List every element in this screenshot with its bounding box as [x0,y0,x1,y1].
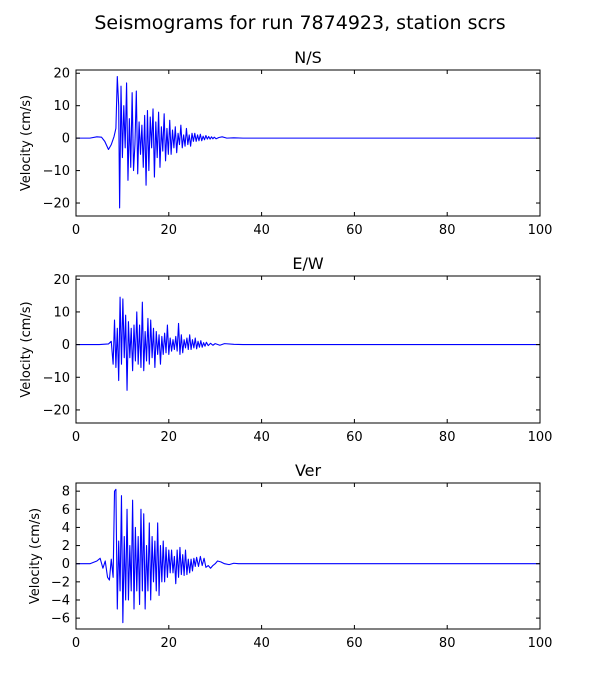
panel-0-ylabel: Velocity (cm/s) [19,95,34,191]
panel-2-ytick-label-4: 2 [62,539,70,554]
panel-1-title: E/W [292,254,324,273]
panel-0-ytick-label-2: 0 [62,132,70,147]
panel-2-frame [75,482,541,630]
panel-1-xtick-label-5: 100 [528,430,553,445]
panel-2: Ver Velocity (cm/s) 0 20 40 60 80 100 −6 −4 −2 0 2 4 6… [28,461,552,651]
panel-0-xtick-label-5: 100 [528,223,553,238]
panel-0-xtick-label-3: 60 [346,223,363,238]
panel-2-xtick-label-4: 80 [439,636,456,651]
panel-2-ylabel: Velocity (cm/s) [28,508,43,604]
panel-2-ytick-label-7: 8 [62,485,70,500]
panel-0-xtick-label-1: 20 [161,223,178,238]
panel-1-xtick-label-2: 40 [253,430,270,445]
panel-1: E/W Velocity (cm/s) 0 20 40 60 80 100 −20 −10 0 10 2… [19,254,552,445]
panel-2-title: Ver [295,461,322,480]
panel-0-xtick-label-2: 40 [253,223,270,238]
panel-0-ytick-label-4: 20 [53,67,70,82]
panel-0-title: N/S [294,48,322,67]
panel-1-xtick-label-4: 80 [439,430,456,445]
panel-0-ytick-label-3: 10 [53,99,70,114]
panel-2-xtick-label-0: 0 [72,636,80,651]
panel-0-frame [75,69,541,217]
panel-1-ytick-label-2: 0 [62,338,70,353]
panel-2-ytick-label-6: 6 [62,503,70,518]
panel-2-xtick-label-3: 60 [346,636,363,651]
panel-0: N/S Velocity (cm/s) 0 20 40 60 80 100 −20 −10 0 10 2… [19,48,552,238]
panel-1-trace [76,296,540,391]
panel-1-ytick-label-4: 20 [53,273,70,288]
panel-2-xtick-label-1: 20 [161,636,178,651]
figure-title: Seismograms for run 7874923, station scr… [94,12,505,34]
panel-2-xtick-label-5: 100 [528,636,553,651]
panel-1-xtick-label-0: 0 [72,430,80,445]
panel-2-ytick-label-3: 0 [62,557,70,572]
panel-1-ylabel: Velocity (cm/s) [19,301,34,397]
panel-0-trace [76,75,540,209]
panel-1-xtick-label-1: 20 [161,430,178,445]
panel-1-ytick-label-0: −20 [43,403,70,418]
panel-1-frame [75,275,541,424]
panel-1-ytick-label-1: −10 [43,371,70,386]
panel-2-ytick-label-1: −4 [51,593,70,608]
panel-0-xtick-label-4: 80 [439,223,456,238]
panel-1-xtick-label-3: 60 [346,430,363,445]
panel-1-ytick-label-3: 10 [53,305,70,320]
panel-2-xtick-label-2: 40 [253,636,270,651]
panel-2-ytick-label-2: −2 [51,575,70,590]
panel-2-ytick-label-0: −6 [51,612,70,627]
panel-2-trace [76,488,540,624]
panel-0-xtick-label-0: 0 [72,223,80,238]
panel-0-ytick-label-0: −20 [43,197,70,212]
panel-0-ytick-label-1: −10 [43,164,70,179]
panel-2-ytick-label-5: 4 [62,521,70,536]
